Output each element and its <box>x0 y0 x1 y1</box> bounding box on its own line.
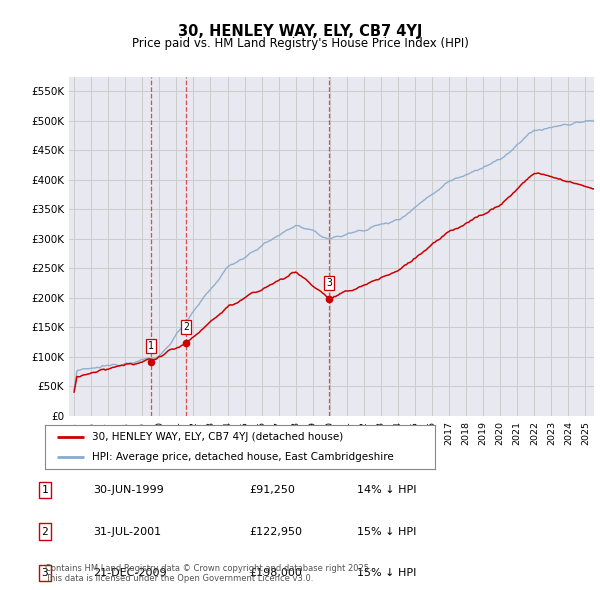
Text: 31-JUL-2001: 31-JUL-2001 <box>93 527 161 536</box>
Text: 2: 2 <box>41 527 49 536</box>
Text: 30, HENLEY WAY, ELY, CB7 4YJ: 30, HENLEY WAY, ELY, CB7 4YJ <box>178 24 422 38</box>
Text: £91,250: £91,250 <box>249 486 295 495</box>
Text: 15% ↓ HPI: 15% ↓ HPI <box>357 527 416 536</box>
Text: 3: 3 <box>326 278 332 287</box>
Text: Contains HM Land Registry data © Crown copyright and database right 2025.
This d: Contains HM Land Registry data © Crown c… <box>45 563 371 583</box>
Text: 14% ↓ HPI: 14% ↓ HPI <box>357 486 416 495</box>
Text: 1: 1 <box>41 486 49 495</box>
Text: 30-JUN-1999: 30-JUN-1999 <box>93 486 164 495</box>
Text: Price paid vs. HM Land Registry's House Price Index (HPI): Price paid vs. HM Land Registry's House … <box>131 37 469 50</box>
Text: 2: 2 <box>184 322 189 332</box>
Text: 30, HENLEY WAY, ELY, CB7 4YJ (detached house): 30, HENLEY WAY, ELY, CB7 4YJ (detached h… <box>92 432 343 442</box>
Text: 15% ↓ HPI: 15% ↓ HPI <box>357 568 416 578</box>
Text: 3: 3 <box>41 568 49 578</box>
Text: £122,950: £122,950 <box>249 527 302 536</box>
Text: £198,000: £198,000 <box>249 568 302 578</box>
Text: 21-DEC-2009: 21-DEC-2009 <box>93 568 167 578</box>
Text: 1: 1 <box>148 340 154 350</box>
Text: HPI: Average price, detached house, East Cambridgeshire: HPI: Average price, detached house, East… <box>92 452 394 462</box>
